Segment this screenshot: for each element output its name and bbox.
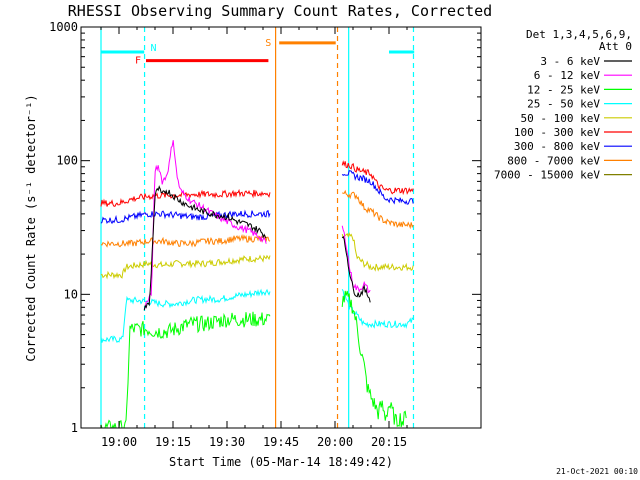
y-tick-label: 100: [56, 154, 78, 168]
legend-label: 100 - 300 keV: [514, 126, 600, 139]
legend-label: 50 - 100 keV: [521, 112, 601, 125]
legend-header: Det 1,3,4,5,6,9,: [526, 28, 632, 41]
series-line-2-1: [341, 290, 407, 428]
series-line-6-0: [100, 209, 271, 225]
series-line-6-1: [341, 170, 414, 205]
series-line-3-1: [341, 288, 414, 329]
flare-label: F: [135, 56, 141, 67]
x-tick-label: 19:45: [263, 435, 299, 449]
series-line-7-0: [100, 233, 271, 248]
axis-ticks: 19:00 19:15 19:30 19:45 20:00 20:15 1 10 100 1000: [49, 20, 481, 449]
legend-label: 3 - 6 keV: [540, 55, 600, 68]
series-line-2-0: [100, 311, 271, 428]
legend-label: 300 - 800 keV: [514, 140, 600, 153]
series-line-3-0: [100, 288, 271, 344]
plot-frame: [80, 26, 482, 429]
series-line-5-1: [341, 160, 414, 196]
y-axis-label: Corrected Count Rate (s⁻¹ detector⁻¹): [24, 94, 38, 361]
y-tick-label: 10: [64, 287, 78, 301]
legend-label: 6 - 12 keV: [534, 69, 601, 82]
footer-date: 21-Oct-2021 00:10: [556, 467, 638, 476]
y-tick-label: 1000: [49, 20, 78, 34]
plot-area: NF S: [100, 27, 415, 428]
y-tick-label: 1: [71, 421, 78, 435]
night-label: N: [151, 43, 157, 54]
legend-label: 800 - 7000 keV: [507, 154, 600, 167]
series-line-7-1: [342, 189, 414, 230]
legend-label: 25 - 50 keV: [527, 98, 600, 111]
series-line-4-1: [341, 231, 414, 272]
chart-title: RHESSI Observing Summary Count Rates, Co…: [68, 2, 492, 20]
legend-label: 7000 - 15000 keV: [494, 169, 600, 182]
series-line-1-1: [341, 225, 371, 294]
x-tick-label: 20:00: [317, 435, 353, 449]
saa-label: S: [265, 38, 271, 49]
x-axis-label: Start Time (05-Mar-14 18:49:42): [169, 455, 393, 469]
series-line-0-1: [341, 235, 371, 303]
x-tick-label: 20:15: [371, 435, 407, 449]
legend-label: 12 - 25 keV: [527, 83, 600, 96]
series-line-4-0: [100, 254, 271, 280]
legend-header: Att 0: [599, 40, 632, 53]
series-line-5-0: [100, 188, 271, 207]
series-line-0-0: [143, 185, 267, 311]
x-tick-label: 19:15: [155, 435, 191, 449]
x-tick-label: 19:00: [101, 435, 137, 449]
x-tick-label: 19:30: [209, 435, 245, 449]
